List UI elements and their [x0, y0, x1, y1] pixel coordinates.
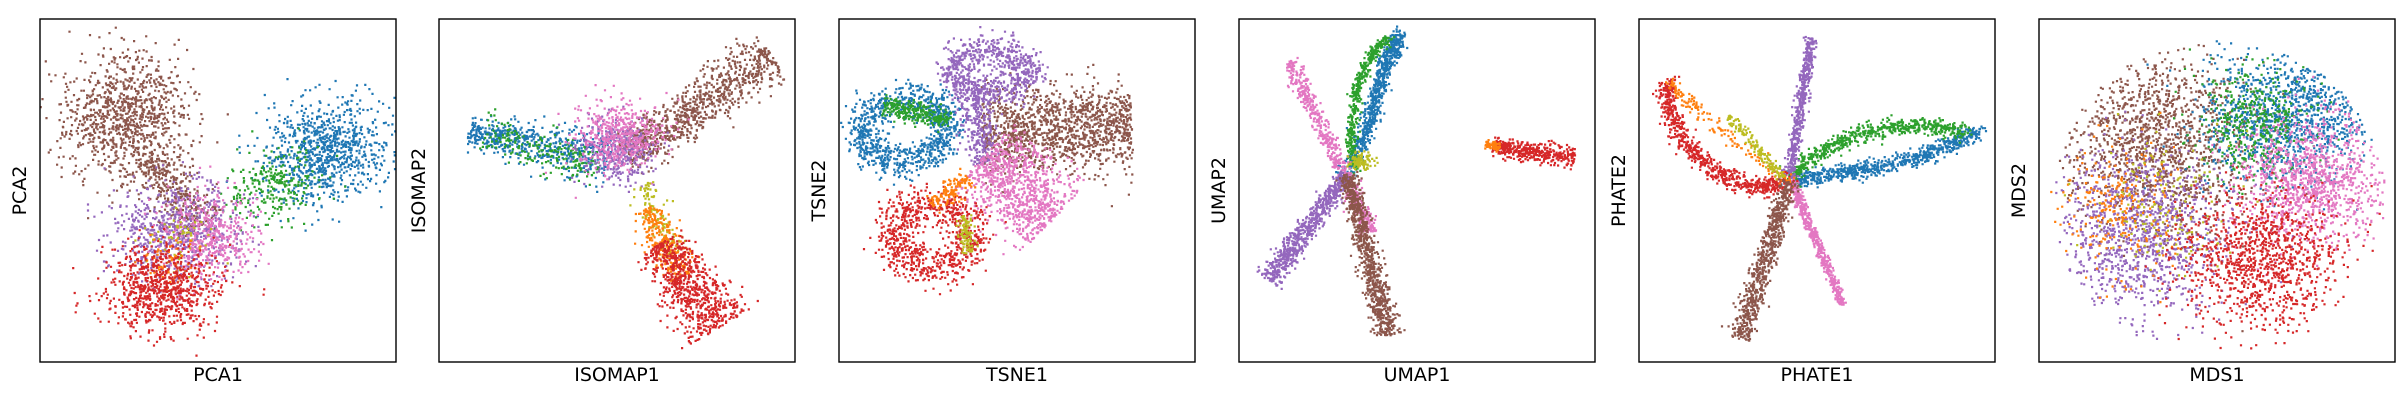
axes-frame [838, 18, 1196, 363]
scatter-panel-isomap: ISOMAP1 ISOMAP2 [408, 18, 796, 386]
scatter-series [1781, 35, 1818, 180]
scatter-series [1779, 114, 1973, 188]
scatter-series [479, 108, 608, 186]
scatter-series [1780, 125, 1988, 189]
axes-frame [438, 18, 796, 363]
scatter-points [1256, 25, 1577, 337]
scatter-series [935, 26, 1049, 116]
scatter-series [466, 115, 614, 193]
scatter-series [637, 229, 759, 350]
scatter-series [2211, 75, 2386, 277]
scatter-series [72, 226, 266, 357]
scatter-panel-tsne: TSNE1 TSNE2 [808, 18, 1196, 386]
scatter-panel-pca: PCA1 PCA2 [9, 18, 397, 386]
scatter-series [1335, 25, 1409, 178]
scatter-series [1665, 77, 1796, 188]
axes-frame [2038, 18, 2396, 363]
scatter-series [225, 78, 396, 232]
scatter-series [926, 167, 977, 214]
axes-frame [1238, 18, 1596, 363]
scatter-panel-phate: PHATE1 PHATE2 [1608, 18, 1996, 386]
scatter-panel-umap: UMAP1 UMAP2 [1208, 18, 1596, 386]
scatter-series [840, 78, 974, 186]
x-axis-label: TSNE1 [985, 364, 1048, 386]
scatter-series [2050, 111, 2199, 304]
scatter-series [979, 63, 1134, 208]
scatter-series [1484, 139, 1501, 153]
x-axis-label: PHATE1 [1781, 364, 1854, 386]
scatter-points [466, 36, 786, 350]
y-axis-label: MDS2 [2008, 163, 2030, 218]
scatter-series [862, 182, 1007, 296]
scatter-series [124, 151, 233, 254]
scatter-series [634, 205, 701, 282]
scatter-series [951, 87, 1025, 166]
y-axis-label: PCA2 [9, 166, 31, 216]
scatter-series [881, 94, 953, 134]
axes-frame [39, 18, 397, 363]
scatter-series [544, 84, 690, 199]
scatter-series [1652, 75, 1799, 200]
panels: PCA1PCA2ISOMAP1ISOMAP2TSNE1TSNE2UMAP1UMA… [9, 18, 2396, 386]
scatter-series [955, 214, 979, 255]
scatter-series [1346, 150, 1379, 171]
x-axis-label: MDS1 [2189, 364, 2244, 386]
x-axis-label: UMAP1 [1384, 364, 1451, 386]
x-axis-label: PCA1 [193, 364, 243, 386]
scatter-series [1256, 170, 1357, 290]
scatter-series [1491, 136, 1577, 171]
scatter-series [1720, 178, 1800, 342]
scatter-series [213, 127, 347, 242]
scatter-points [1652, 35, 1988, 342]
scatter-series [1286, 56, 1378, 236]
y-axis-label: UMAP2 [1208, 157, 1230, 224]
y-axis-label: PHATE2 [1608, 154, 1630, 227]
scatter-series [611, 36, 786, 175]
scatter-series [2063, 113, 2259, 292]
axes-frame [1638, 18, 1996, 363]
scatter-series [1726, 114, 1786, 181]
scatter-series [1344, 35, 1396, 175]
scatter-panel-mds: MDS1 MDS2 [2008, 18, 2396, 386]
y-axis-label: ISOMAP2 [408, 148, 430, 234]
scatter-series [143, 165, 270, 300]
scatter-points [840, 26, 1134, 296]
scatter-series [2129, 166, 2381, 350]
y-axis-label: TSNE2 [808, 160, 830, 223]
scatter-series [1787, 177, 1847, 306]
scatter-series [948, 124, 1085, 256]
scatter-points [40, 26, 396, 357]
scatter-points [2050, 40, 2386, 350]
x-axis-label: ISOMAP1 [574, 364, 660, 386]
